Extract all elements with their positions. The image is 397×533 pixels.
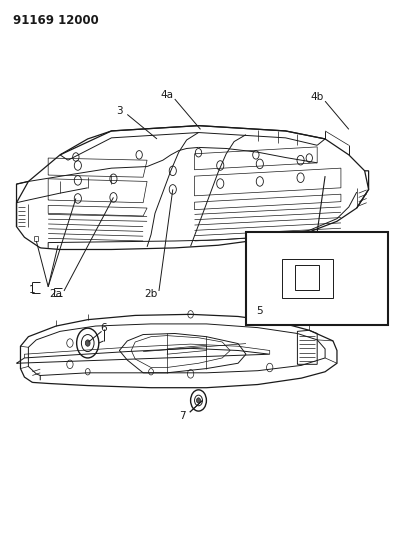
Text: 6: 6 <box>100 322 107 333</box>
Text: 1: 1 <box>29 286 36 295</box>
Text: 7: 7 <box>179 411 186 422</box>
Text: 4b: 4b <box>310 92 324 102</box>
Circle shape <box>85 340 90 346</box>
Text: 2a: 2a <box>50 289 63 299</box>
Text: 91169 12000: 91169 12000 <box>13 14 98 27</box>
Bar <box>281 259 333 298</box>
Text: 3: 3 <box>116 106 123 116</box>
Text: 4a: 4a <box>160 90 173 100</box>
Text: 5: 5 <box>256 306 262 317</box>
Circle shape <box>197 398 200 403</box>
Bar <box>295 265 319 290</box>
Text: 2b: 2b <box>145 289 158 299</box>
Bar <box>246 232 388 325</box>
